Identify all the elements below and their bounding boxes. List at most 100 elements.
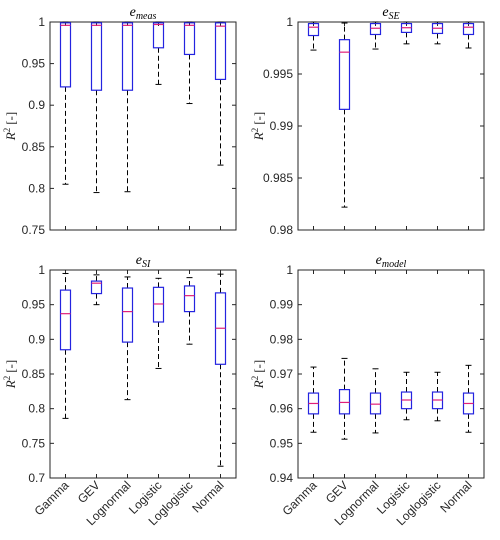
ylabel-unit: [-]: [251, 360, 266, 373]
box-loglogistic: [431, 371, 444, 422]
axes-box: [49, 21, 237, 231]
y-tick-label: 0.9: [28, 332, 45, 346]
box-gev: [338, 357, 351, 440]
box-logistic: [152, 21, 165, 85]
x-tick-label-gev: GEV: [75, 478, 103, 506]
iqr-box: [307, 22, 320, 37]
y-tick-label: 1: [38, 15, 45, 29]
iqr-box: [369, 392, 382, 415]
box-loglogistic: [183, 277, 196, 345]
box-logistic: [152, 277, 165, 369]
iqr-box: [152, 286, 165, 323]
ylabel-unit: [-]: [3, 112, 18, 125]
iqr-box: [338, 389, 351, 415]
box-normal: [462, 21, 475, 49]
y-tick-label: 0.75: [22, 436, 46, 450]
iqr-box: [338, 39, 351, 110]
y-axis-label: R2 [-]: [2, 360, 18, 389]
title-sub: meas: [136, 11, 157, 22]
y-tick-label: 0.7: [28, 471, 45, 485]
ylabel-main: R: [251, 132, 266, 141]
iqr-box: [90, 22, 103, 91]
box-gamma: [307, 366, 320, 433]
y-tick-label: 0.85: [22, 140, 46, 154]
box-gamma: [59, 21, 72, 185]
y-tick-label: 0.98: [270, 223, 294, 237]
y-tick-label: 0.9: [28, 98, 45, 112]
x-tick-label-normal: Normal: [437, 478, 474, 515]
ylabel-sup: 2: [250, 376, 260, 381]
y-tick-label: 0.85: [22, 367, 46, 381]
y-tick-label: 0.98: [270, 332, 294, 346]
x-tick-label-normal: Normal: [189, 478, 226, 515]
title-sub: SI: [142, 259, 151, 270]
box-normal: [462, 364, 475, 433]
panel-title: emeas: [130, 5, 157, 22]
iqr-box: [59, 22, 72, 88]
ylabel-sup: 2: [250, 128, 260, 133]
title-main: e: [382, 5, 388, 20]
y-tick-label: 0.97: [270, 367, 294, 381]
box-gev: [338, 22, 351, 208]
box-lognormal: [121, 276, 134, 401]
axes-box: [297, 21, 485, 231]
iqr-box: [369, 22, 382, 36]
title-main: e: [130, 5, 136, 20]
iqr-box: [90, 280, 103, 295]
y-tick-label: 0.985: [263, 171, 293, 185]
title-sub: model: [382, 259, 407, 270]
box-loglogistic: [431, 21, 444, 45]
panel-2: 0.98 0.985 0.99 0.995 1 eSE R2 [-]: [250, 5, 485, 237]
title-main: e: [376, 253, 382, 268]
iqr-box: [183, 285, 196, 313]
iqr-box: [183, 22, 196, 56]
box-lognormal: [369, 21, 382, 50]
y-tick-label: 0.94: [270, 471, 294, 485]
box-lognormal: [121, 21, 134, 193]
panel-title: emodel: [376, 253, 407, 270]
iqr-box: [462, 22, 475, 36]
y-tick-label: 0.95: [270, 436, 294, 450]
y-tick-label: 1: [286, 263, 293, 277]
iqr-box: [214, 22, 227, 81]
iqr-box: [121, 22, 134, 91]
ylabel-main: R: [3, 132, 18, 141]
box-gev: [90, 274, 103, 306]
box-loglogistic: [183, 21, 196, 105]
y-tick-label: 0.99: [270, 119, 294, 133]
box-logistic: [400, 371, 413, 421]
y-tick-label: 0.95: [22, 298, 46, 312]
y-tick-label: 0.95: [22, 57, 46, 71]
y-tick-label: 0.96: [270, 402, 294, 416]
box-gev: [90, 21, 103, 194]
y-tick-label: 0.99: [270, 298, 294, 312]
ylabel-sup: 2: [2, 376, 12, 381]
iqr-box: [59, 289, 72, 351]
iqr-box: [152, 22, 165, 49]
title-main: e: [136, 253, 142, 268]
box-gamma: [59, 272, 72, 419]
ylabel-unit: [-]: [3, 360, 18, 373]
x-tick-label-gev: GEV: [323, 478, 351, 506]
ylabel-unit: [-]: [251, 112, 266, 125]
panel-title: eSI: [136, 253, 151, 270]
ylabel-main: R: [3, 380, 18, 389]
axes-box: [49, 269, 237, 479]
y-tick-label: 0.8: [28, 402, 45, 416]
box-gamma: [307, 21, 320, 51]
panel-1: 0.75 0.8 0.85 0.9 0.95 1 emeas R2 [-]: [2, 5, 237, 237]
ylabel-sup: 2: [2, 128, 12, 133]
iqr-box: [121, 287, 134, 343]
y-axis-label: R2 [-]: [250, 360, 266, 389]
box-normal: [214, 273, 227, 467]
title-sub: SE: [389, 11, 400, 22]
y-tick-label: 0.8: [28, 181, 45, 195]
y-tick-label: 1: [38, 263, 45, 277]
y-axis-label: R2 [-]: [250, 112, 266, 141]
box-logistic: [400, 21, 413, 45]
ylabel-main: R: [251, 380, 266, 389]
y-tick-label: 0.75: [22, 223, 46, 237]
